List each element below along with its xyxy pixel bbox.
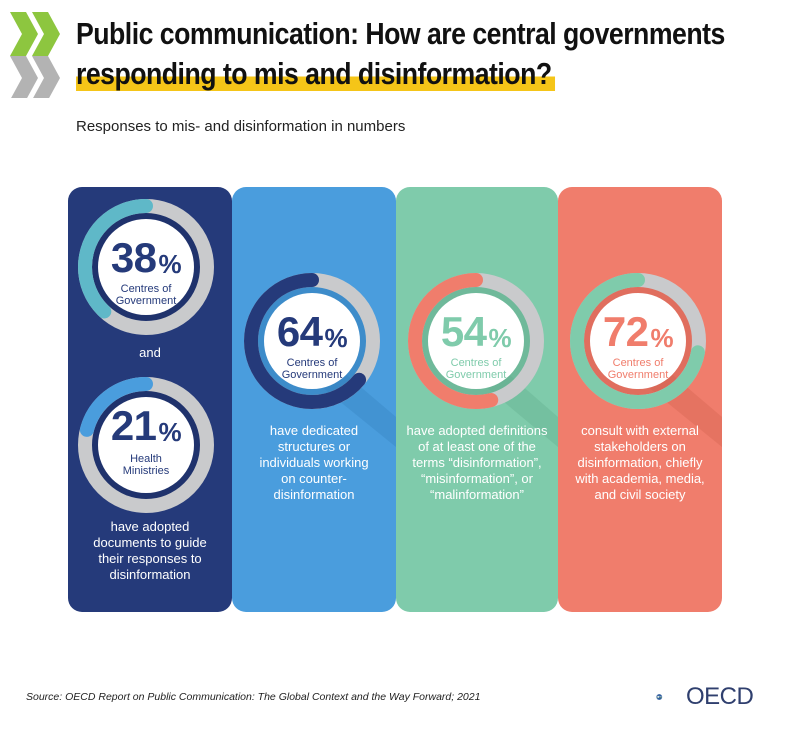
value-label: 72% [602,308,674,355]
title-line-2: responding to mis and disinformation? [76,56,556,91]
panel-consultation: 72% Centres of Government consult with ex… [558,187,722,612]
panel-structures: 64% Centres of Government have dedicated s… [232,187,396,612]
donut-health-documents: 21% Health Ministries [78,377,214,513]
subtitle: Responses to mis- and disinformation in … [76,118,406,135]
donut-ring [78,199,214,335]
category-label: Health Ministries [122,453,170,477]
value-label: 54% [440,308,512,355]
panel-description: have adopted definitions of at least one … [406,423,548,502]
donut-ring [408,273,544,409]
value-label: 21% [110,402,182,449]
source-note: Source: OECD Report on Public Communicat… [26,691,481,703]
category-label: Centres of Government [115,283,177,307]
oecd-globe-icon [656,693,663,701]
oecd-chevrons-icon [10,12,60,98]
oecd-logo-text: OECD [686,683,754,710]
value-label: 38% [110,234,182,281]
category-label: Centres of Government [607,357,669,381]
donut-arc-21 [78,377,214,513]
panel-description: have adopted documents to guide their resp… [93,519,207,582]
panel-description: consult with external stakeholders on disi… [575,423,705,502]
donut-arc-72 [570,273,706,409]
donut-ring [244,273,380,409]
panel-definitions: 54% Centres of Government have adopted de… [396,187,558,612]
donut-arc-54 [408,273,544,409]
donut-arc-38 [78,199,214,335]
connector-and: and [139,345,161,360]
page-title: Public communication: How are central go… [76,14,725,94]
title-line-1: Public communication: How are central go… [76,16,725,51]
value-label: 64% [276,308,348,355]
panel-description: have dedicated structures or individuals w… [259,423,369,502]
donut-ring [570,273,706,409]
donut-arc-64 [244,273,380,409]
donut-cog-consultation: 72% Centres of Government [570,273,706,409]
donut-cog-structures: 64% Centres of Government [244,273,380,409]
panel-documents: 38% Centres of Government and 21% Health M… [68,187,232,612]
donut-ring [78,377,214,513]
donut-cog-documents: 38% Centres of Government [78,199,214,335]
category-label: Centres of Government [281,357,343,381]
donut-cog-definitions: 54% Centres of Government [408,273,544,409]
category-label: Centres of Government [445,357,507,381]
